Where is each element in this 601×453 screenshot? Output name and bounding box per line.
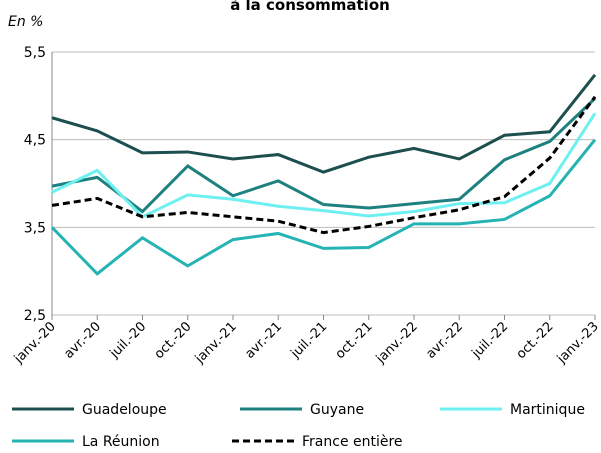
y-tick-label: 5,5	[24, 45, 46, 61]
legend-label: Guyane	[310, 402, 364, 418]
x-tick-label: janv.-21	[192, 319, 240, 367]
x-tick-label: juil.-20	[107, 319, 150, 362]
x-tick-label: janv.-20	[11, 319, 59, 367]
legend-label: La Réunion	[82, 434, 160, 450]
x-tick-label: avr.-22	[424, 319, 467, 362]
series-line	[51, 95, 597, 235]
chart-title: à la consommation	[230, 0, 390, 14]
x-tick-label: janv.-23	[554, 319, 601, 367]
legend-label: France entière	[302, 434, 403, 450]
x-tick-label: oct.-22	[514, 319, 557, 362]
x-tick-label: juil.-22	[469, 319, 512, 362]
y-tick-label: 2,5	[24, 308, 46, 324]
series-line	[51, 73, 597, 174]
x-tick-label: avr.-20	[62, 319, 105, 362]
y-axis-label: En %	[8, 14, 43, 30]
series-line	[51, 97, 597, 214]
x-tick-label: avr.-21	[243, 319, 286, 362]
legend-label: Martinique	[510, 402, 585, 418]
legend-label: Guadeloupe	[82, 402, 167, 418]
series-line	[51, 112, 597, 219]
x-tick-label: janv.-22	[373, 319, 421, 367]
x-tick-label: oct.-20	[152, 319, 195, 362]
series-line	[50, 138, 597, 276]
x-tick-label: juil.-21	[288, 319, 331, 362]
y-tick-label: 4,5	[24, 133, 46, 149]
x-tick-label: oct.-21	[333, 319, 376, 362]
y-tick-label: 3,5	[24, 220, 46, 236]
